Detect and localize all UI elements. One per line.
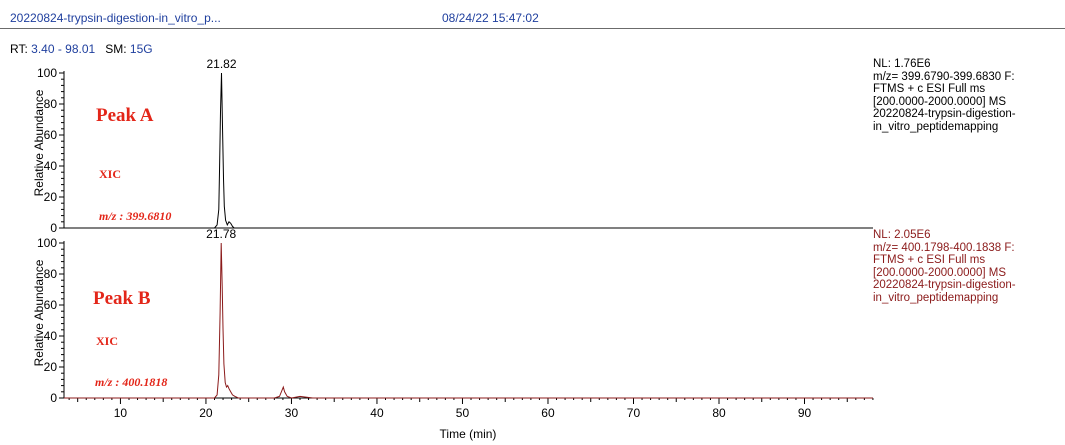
x-tick-label: 70: [627, 406, 641, 420]
y-tick-label: 80: [44, 97, 58, 111]
rt-label: RT:: [10, 42, 28, 56]
x-axis-title: Time (min): [440, 427, 497, 441]
x-tick-label: 20: [199, 406, 213, 420]
raw-file-cont-bottom: in_vitro_peptidemapping: [873, 291, 999, 304]
x-tick-label: 40: [370, 406, 384, 420]
x-axis-bottom: 10 20 30 40 50 60 70 80 90: [64, 397, 874, 420]
normalization-level-top: NL: 1.76E6: [873, 58, 931, 70]
peak-b-annotation: Peak B: [93, 288, 151, 309]
mz-annotation-top: m/z : 399.6810: [99, 209, 171, 223]
mz-range-bottom: m/z= 400.1798-400.1838 F:: [873, 241, 1015, 254]
panel-bottom: 0 20 40 60 80 100 10 20 30 40 50 60 70 80 90 Relative…: [32, 227, 874, 441]
trace-bottom: [64, 242, 873, 399]
peak-label-top: 21.82: [206, 57, 236, 71]
y-axis-top: 0 20 40 60 80 100: [37, 66, 65, 235]
y-tick-label: 60: [44, 298, 58, 312]
rt-range: 3.40 - 98.01: [31, 42, 96, 56]
scan-filter-top: FTMS + c ESI Full ms: [873, 83, 986, 96]
normalization-level-bottom: NL: 2.05E6: [873, 229, 931, 241]
y-tick-label: 40: [44, 329, 58, 343]
y-tick-label: 20: [44, 190, 58, 204]
file-name: 20220824-trypsin-digestion-in_vitro_p...: [10, 11, 221, 25]
y-tick-label: 40: [44, 159, 58, 173]
sm-value: 15G: [129, 42, 153, 56]
raw-file-top: 20220824-trypsin-digestion-: [873, 108, 1016, 121]
xic-annotation-bottom: XIC: [96, 334, 118, 348]
range-line: RT: 3.40 - 98.01 SM: 15G: [10, 42, 153, 56]
trace-info-top: NL: 1.76E6 m/z= 399.6790-399.6830 F: FTM…: [873, 58, 1016, 134]
acquisition-datetime: 08/24/22 15:47:02: [442, 11, 539, 25]
y-axis-label-top: Relative Abundance: [32, 89, 46, 196]
y-tick-label: 80: [44, 267, 58, 281]
y-tick-label: 20: [44, 360, 58, 374]
scan-filter-bottom: FTMS + c ESI Full ms: [873, 254, 986, 267]
x-tick-label: 90: [798, 406, 812, 420]
xic-annotation-top: XIC: [99, 167, 121, 181]
x-tick-label: 30: [285, 406, 299, 420]
mass-range-top: [200.0000-2000.0000] MS: [873, 95, 1006, 108]
header-divider: [0, 28, 1065, 29]
x-tick-label: 60: [541, 406, 555, 420]
raw-file-bottom: 20220824-trypsin-digestion-: [873, 279, 1016, 292]
y-axis-label-bottom: Relative Abundance: [32, 259, 46, 366]
peak-a-annotation: Peak A: [96, 105, 154, 126]
raw-file-cont-top: in_vitro_peptidemapping: [873, 120, 999, 133]
x-tick-label: 80: [712, 406, 726, 420]
y-tick-label: 0: [50, 391, 57, 405]
y-tick-label: 60: [44, 128, 58, 142]
y-axis-bottom: 0 20 40 60 80 100: [37, 236, 65, 405]
x-tick-label: 50: [456, 406, 470, 420]
y-tick-label: 100: [37, 66, 57, 80]
mass-range-bottom: [200.0000-2000.0000] MS: [873, 266, 1006, 279]
y-tick-label: 100: [37, 236, 57, 250]
trace-info-bottom: NL: 2.05E6 m/z= 400.1798-400.1838 F: FTM…: [873, 229, 1016, 305]
peak-label-bottom: 21.78: [206, 227, 236, 241]
panel-top: 0 20 40 60 80 100 Relative Abundance 21.82 Pe…: [32, 57, 873, 235]
mz-range-top: m/z= 399.6790-399.6830 F:: [873, 70, 1015, 83]
trace-top: [64, 72, 873, 229]
x-tick-label: 10: [114, 406, 128, 420]
mz-annotation-bottom: m/z : 400.1818: [95, 375, 167, 389]
y-tick-label: 0: [50, 221, 57, 235]
sm-label: SM:: [105, 42, 127, 56]
